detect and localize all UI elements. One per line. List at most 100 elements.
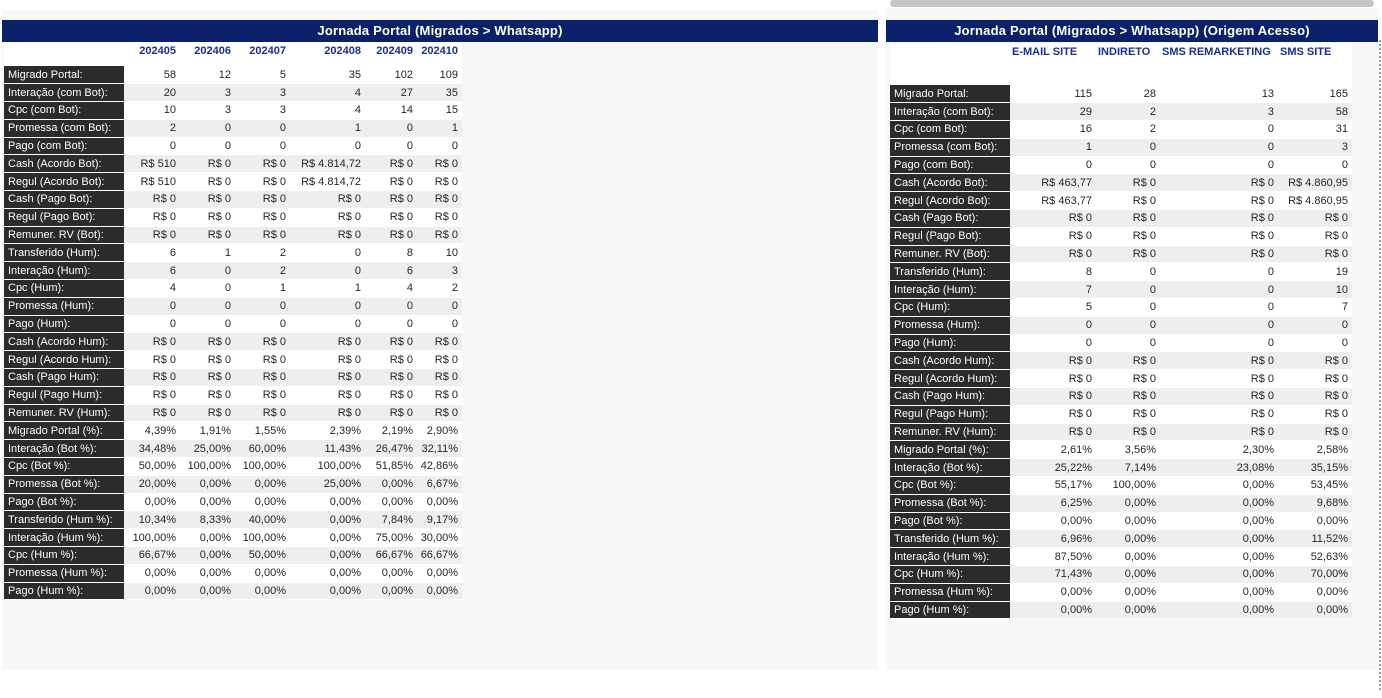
table-cell: R$ 0 <box>1160 423 1278 442</box>
table-cell: R$ 0 <box>290 190 365 209</box>
row-label: Regul (Acordo Bot): <box>4 172 124 192</box>
table-row: Migrado Portal (%): 2,61% 3,56% 2,30% 2,58% <box>890 440 1352 460</box>
table-cell: 12 <box>180 66 235 85</box>
horizontal-scrollbar[interactable] <box>890 0 1374 7</box>
table-cell: 1 <box>417 119 462 138</box>
matrix-visual-origin[interactable]: Jornada Portal (Migrados > Whatsapp) (Or… <box>886 8 1378 670</box>
row-label: Migrado Portal: <box>890 85 1010 104</box>
table-cell: 0,00% <box>1096 583 1160 602</box>
table-row: Promessa (Hum %): 0,00% 0,00% 0,00% 0,00% <box>890 583 1352 602</box>
table-cell: R$ 4.814,72 <box>290 172 365 192</box>
table-cell: 0 <box>1160 298 1278 317</box>
table-cell: 31 <box>1278 120 1352 139</box>
table-cell: R$ 0 <box>1010 351 1096 371</box>
table-cell: 0,00% <box>124 493 180 512</box>
row-label: Migrado Portal (%): <box>4 421 124 441</box>
table-cell: 4 <box>290 83 365 103</box>
table-cell: 0 <box>1278 334 1352 353</box>
table-cell: R$ 0 <box>1278 245 1352 264</box>
column-header[interactable]: INDIRETO <box>1096 43 1160 85</box>
column-header[interactable]: SMS SITE <box>1278 43 1352 85</box>
table-cell: 0,00% <box>417 582 462 601</box>
table-cell: 25,00% <box>180 439 235 459</box>
table-cell: 26,47% <box>365 439 417 459</box>
table-cell: R$ 0 <box>1096 191 1160 211</box>
row-label: Interação (Hum %): <box>890 547 1010 567</box>
table-cell: R$ 0 <box>1010 387 1096 406</box>
table-cell: 0,00% <box>1278 601 1352 620</box>
table-cell: 100,00% <box>235 457 290 476</box>
table-cell: 0,00% <box>1278 512 1352 531</box>
table-cell: R$ 0 <box>235 208 290 227</box>
table-cell: 0 <box>1160 138 1278 157</box>
table-row: Regul (Acordo Bot): R$ 463,77 R$ 0 R$ 0 R$ 4… <box>890 191 1352 211</box>
row-label: Cash (Pago Hum): <box>890 387 1010 406</box>
row-label: Pago (Bot %): <box>4 493 124 512</box>
visual-title: Jornada Portal (Migrados > Whatsapp) (Or… <box>886 20 1378 42</box>
table-cell: 0 <box>124 137 180 156</box>
column-header[interactable]: E-MAIL SITE <box>1010 43 1096 85</box>
column-header[interactable]: 202405 <box>124 42 180 66</box>
table-cell: R$ 0 <box>290 208 365 227</box>
column-header[interactable]: 202408 <box>290 42 365 66</box>
table-cell: R$ 0 <box>124 386 180 405</box>
table-cell: 28 <box>1096 85 1160 104</box>
row-label: Promessa (com Bot): <box>4 119 124 138</box>
table-row: Promessa (Hum): 0 0 0 0 0 0 <box>4 297 462 316</box>
table-cell: 1 <box>290 119 365 138</box>
table-cell: 7,14% <box>1096 458 1160 478</box>
table-cell: 0,00% <box>124 564 180 583</box>
table-row: Interação (Bot %): 34,48% 25,00% 60,00% 11,4… <box>4 439 462 459</box>
row-label: Remuner. RV (Bot): <box>890 245 1010 264</box>
table-cell: 0,00% <box>180 546 235 565</box>
table-cell: 0,00% <box>124 582 180 601</box>
table-cell: 0,00% <box>290 582 365 601</box>
matrix-visual-monthly[interactable]: Jornada Portal (Migrados > Whatsapp) 202… <box>2 10 878 670</box>
table-cell: 2 <box>235 243 290 263</box>
table-cell: 0 <box>1160 280 1278 300</box>
table-cell: R$ 4.814,72 <box>290 154 365 174</box>
column-header[interactable]: 202407 <box>235 42 290 66</box>
table-cell: 0 <box>1096 316 1160 335</box>
table-cell: R$ 0 <box>180 350 235 370</box>
row-label: Interação (Bot %): <box>890 458 1010 478</box>
table-cell: 0,00% <box>1160 583 1278 602</box>
table-cell: 4,39% <box>124 421 180 441</box>
table-cell: 100,00% <box>1096 476 1160 495</box>
table-cell: 0,00% <box>365 582 417 601</box>
row-label: Cash (Pago Bot): <box>890 209 1010 228</box>
table-row: Cpc (Hum): 5 0 0 7 <box>890 298 1352 317</box>
row-label: Cpc (Hum %): <box>4 546 124 565</box>
table-cell: 8 <box>1010 262 1096 282</box>
table-cell: R$ 0 <box>417 386 462 405</box>
table-row: Migrado Portal: 115 28 13 165 <box>890 85 1352 104</box>
table-cell: R$ 0 <box>365 368 417 387</box>
table-cell: 1 <box>235 279 290 298</box>
table-cell: R$ 0 <box>124 332 180 352</box>
table-cell: R$ 0 <box>124 350 180 370</box>
table-row: Transferido (Hum %): 10,34% 8,33% 40,00% 0,0… <box>4 510 462 530</box>
row-label: Cpc (com Bot): <box>890 120 1010 139</box>
table-cell: 0,00% <box>1096 565 1160 584</box>
table-row: Promessa (com Bot): 2 0 0 1 0 1 <box>4 119 462 138</box>
column-header[interactable]: 202410 <box>417 42 462 66</box>
table-cell: 0 <box>1160 262 1278 282</box>
table-cell: 29 <box>1010 102 1096 122</box>
table-cell: 11,43% <box>290 439 365 459</box>
table-cell: 0,00% <box>1096 529 1160 549</box>
table-cell: 0 <box>1160 120 1278 139</box>
table-cell: 0 <box>1010 334 1096 353</box>
table-cell: R$ 0 <box>180 332 235 352</box>
column-header[interactable]: SMS REMARKETING <box>1160 43 1278 85</box>
table-cell: 15 <box>417 101 462 120</box>
column-header[interactable]: 202409 <box>365 42 417 66</box>
table-row: Cash (Pago Hum): R$ 0 R$ 0 R$ 0 R$ 0 <box>890 387 1352 406</box>
table-cell: 0,00% <box>180 582 235 601</box>
table-cell: 10 <box>1278 280 1352 300</box>
table-cell: 19 <box>1278 262 1352 282</box>
row-label: Promessa (Bot %): <box>890 494 1010 513</box>
table-cell: R$ 0 <box>180 386 235 405</box>
table-cell: 55,17% <box>1010 476 1096 495</box>
column-header[interactable]: 202406 <box>180 42 235 66</box>
table-cell: 3 <box>235 83 290 103</box>
